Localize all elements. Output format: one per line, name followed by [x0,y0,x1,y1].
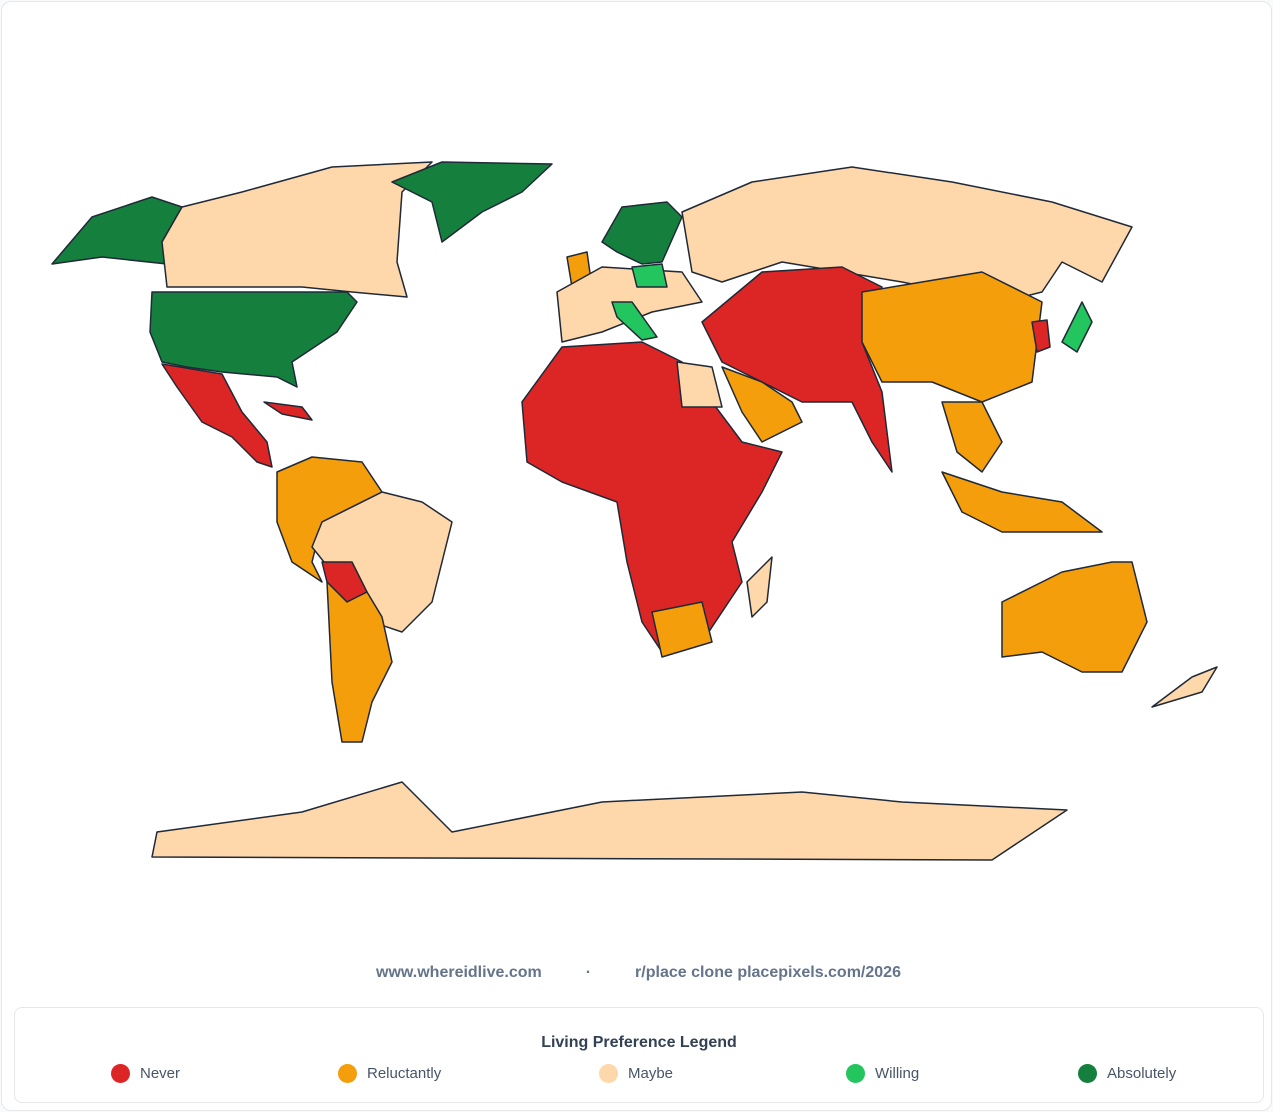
south-africa [651,601,713,658]
legend-label: Maybe [628,1065,674,1082]
clone-link[interactable]: r/place clone placepixels.com/2026 [635,964,901,981]
legend-swatch [599,1064,618,1083]
legend-label: Absolutely [1107,1065,1177,1082]
italy [611,301,658,341]
legend-swatch [111,1064,130,1083]
alaska [51,196,183,265]
usa [149,291,358,388]
indonesia [941,471,1103,533]
legend: Living Preference Legend Never Reluctantl… [14,1007,1264,1103]
southeast-asia [941,401,1003,473]
canada [161,161,433,298]
legend-swatch [1078,1064,1097,1083]
saudi-arabia [721,366,803,443]
legend-swatch [846,1064,865,1083]
scandinavia [601,201,683,265]
separator: · [585,964,592,981]
australia [1001,561,1148,673]
site-link[interactable]: www.whereidlive.com [376,964,542,981]
africa [521,341,783,653]
japan [1061,301,1093,353]
legend-label: Never [140,1065,181,1082]
legend-item: Absolutely [1078,1064,1176,1083]
caribbean [263,401,313,421]
legend-label: Reluctantly [367,1065,442,1082]
madagascar [746,556,773,618]
legend-item: Maybe [599,1064,673,1083]
legend-swatch [338,1064,357,1083]
legend-item: Reluctantly [338,1064,441,1083]
china [861,271,1043,403]
southern-cone [326,581,393,743]
legend-label: Willing [875,1065,920,1082]
antarctica [151,781,1068,861]
russia [681,166,1133,303]
korea [1031,319,1051,353]
world-map [51,161,1218,861]
central-europe [631,263,668,288]
new-zealand [1151,666,1218,708]
egypt [676,361,723,408]
legend-title: Living Preference Legend [541,1034,737,1051]
legend-item: Willing [846,1064,919,1083]
legend-item: Never [111,1064,180,1083]
mexico-central-america [161,363,273,468]
footer: www.whereidlive.com · r/place clone placep… [2,964,1273,982]
greenland [391,161,553,243]
